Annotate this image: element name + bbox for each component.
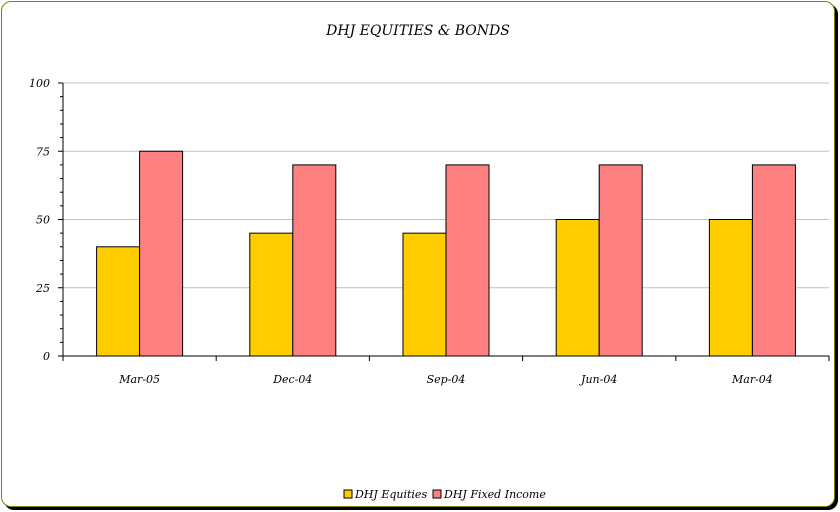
bar-dhj-equities-mar-05 (96, 246, 141, 357)
bar-dhj-equities-sep-04 (402, 232, 447, 357)
bars (96, 150, 796, 357)
y-tick-label: 75 (36, 145, 50, 158)
legend-swatch (432, 489, 442, 499)
x-tick-label: Jun-04 (579, 373, 617, 386)
bar-dhj-fixed-income-mar-05 (139, 150, 184, 357)
y-tick-label: 100 (29, 77, 50, 90)
y-tick-label: 0 (43, 350, 50, 363)
bar-dhj-fixed-income-jun-04 (598, 164, 643, 357)
bar-dhj-equities-jun-04 (555, 219, 600, 357)
y-tick-label: 25 (35, 282, 50, 295)
y-tick-label: 50 (36, 214, 50, 227)
legend-swatch (343, 489, 353, 499)
chart-title: DHJ EQUITIES & BONDS (325, 23, 510, 39)
x-tick-label: Mar-05 (118, 373, 160, 386)
bar-dhj-fixed-income-sep-04 (445, 164, 490, 357)
legend: DHJ Equities DHJ Fixed Income (343, 488, 546, 501)
x-tick-label: Mar-04 (731, 373, 773, 386)
y-axis-ticks: 0 25 50 75 100 (29, 77, 63, 363)
bar-dhj-fixed-income-dec-04 (292, 164, 337, 357)
bar-dhj-fixed-income-mar-04 (751, 164, 796, 357)
legend-label: DHJ Fixed Income (443, 488, 546, 501)
legend-label: DHJ Equities (354, 488, 427, 501)
x-tick-label: Sep-04 (427, 373, 466, 386)
x-tick-label: Dec-04 (272, 373, 312, 386)
x-axis-ticks: Mar-05 Dec-04 Sep-04 Jun-04 Mar-04 (62, 356, 830, 386)
bar-dhj-equities-dec-04 (249, 232, 294, 357)
bar-dhj-equities-mar-04 (708, 219, 753, 357)
